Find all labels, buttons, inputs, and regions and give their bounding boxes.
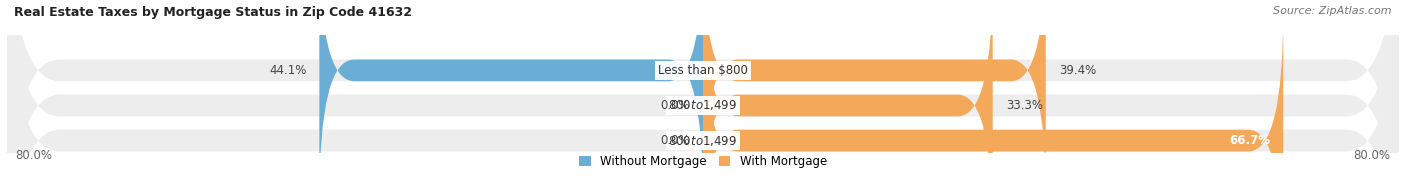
FancyBboxPatch shape bbox=[703, 0, 1046, 196]
Text: $800 to $1,499: $800 to $1,499 bbox=[668, 134, 738, 148]
FancyBboxPatch shape bbox=[703, 11, 1284, 196]
Text: Real Estate Taxes by Mortgage Status in Zip Code 41632: Real Estate Taxes by Mortgage Status in … bbox=[14, 6, 412, 19]
Text: $800 to $1,499: $800 to $1,499 bbox=[668, 98, 738, 113]
FancyBboxPatch shape bbox=[319, 0, 703, 196]
Legend: Without Mortgage, With Mortgage: Without Mortgage, With Mortgage bbox=[579, 155, 827, 168]
FancyBboxPatch shape bbox=[703, 0, 993, 196]
Text: 66.7%: 66.7% bbox=[1229, 134, 1270, 147]
Text: 39.4%: 39.4% bbox=[1059, 64, 1097, 77]
Text: 44.1%: 44.1% bbox=[269, 64, 307, 77]
Text: 0.0%: 0.0% bbox=[661, 134, 690, 147]
Text: 0.0%: 0.0% bbox=[661, 99, 690, 112]
Text: Source: ZipAtlas.com: Source: ZipAtlas.com bbox=[1274, 6, 1392, 16]
FancyBboxPatch shape bbox=[7, 0, 1399, 196]
FancyBboxPatch shape bbox=[7, 0, 1399, 196]
Text: 80.0%: 80.0% bbox=[15, 149, 53, 162]
Text: 33.3%: 33.3% bbox=[1005, 99, 1043, 112]
FancyBboxPatch shape bbox=[7, 0, 1399, 196]
Text: Less than $800: Less than $800 bbox=[658, 64, 748, 77]
Text: 80.0%: 80.0% bbox=[1353, 149, 1391, 162]
